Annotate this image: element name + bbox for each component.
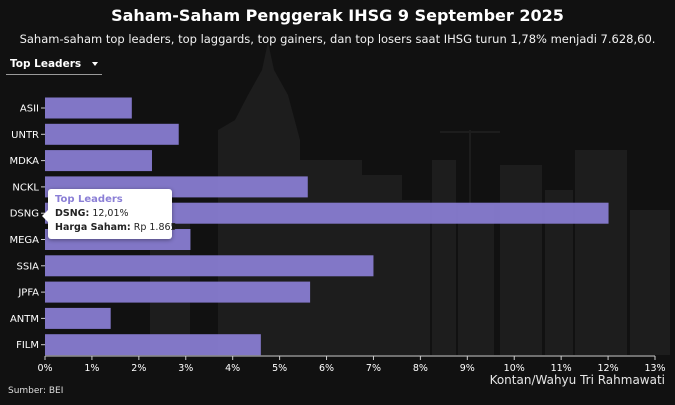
credit-line: Kontan/Wahyu Tri Rahmawati [489, 373, 665, 387]
tooltip-price-value: Rp 1.865 [133, 222, 177, 233]
x-tick-label: 11% [551, 363, 572, 374]
x-tick-label: 12% [598, 363, 619, 374]
x-tick-label: 5% [272, 363, 287, 374]
y-tick-label: MEGA [9, 235, 39, 246]
bar-film[interactable] [45, 334, 261, 356]
x-tick-label: 3% [178, 363, 193, 374]
source-note: Sumber: BEI [8, 386, 64, 396]
y-tick-label: FILM [16, 340, 39, 351]
bar-jpfa[interactable] [45, 281, 311, 303]
x-tick-label: 9% [460, 363, 475, 374]
x-tick-label: 2% [131, 363, 146, 374]
x-tick-label: 13% [644, 363, 665, 374]
tooltip-stock-row: DSNG: 12,01% [55, 208, 129, 219]
tooltip-price-row: Harga Saham: Rp 1.865 [55, 222, 177, 233]
y-tick-label: SSIA [17, 261, 40, 272]
dropdown-selected-label: Top Leaders [10, 58, 82, 70]
y-tick-label: ANTM [10, 314, 39, 325]
x-tick-label: 7% [366, 363, 381, 374]
y-tick-label: ASII [20, 104, 39, 115]
chevron-down-icon [92, 62, 98, 66]
bar-dsng[interactable] [45, 202, 609, 224]
y-tick-label: UNTR [11, 130, 39, 141]
bar-untr[interactable] [45, 123, 179, 145]
y-tick-label: MDKA [9, 156, 39, 167]
tooltip-header: Top Leaders [55, 194, 123, 205]
x-tick-label: 6% [319, 363, 334, 374]
x-tick-label: 10% [504, 363, 525, 374]
chart-subtitle: Saham-saham top leaders, top laggards, t… [19, 32, 656, 46]
tooltip-stock-key: DSNG: [55, 208, 90, 219]
category-dropdown[interactable]: Top Leaders [6, 56, 102, 75]
bar-ssia[interactable] [45, 255, 374, 277]
chart-title: Saham-Saham Penggerak IHSG 9 September 2… [111, 6, 564, 25]
tooltip-price-key: Harga Saham: [55, 222, 131, 233]
x-tick-label: 8% [413, 363, 428, 374]
tooltip-pointer [42, 210, 48, 222]
x-tick-label: 4% [225, 363, 240, 374]
bar-antm[interactable] [45, 307, 111, 329]
y-tick-label: NCKL [12, 182, 39, 193]
x-tick-label: 0% [37, 363, 52, 374]
tooltip-stock-value: 12,01% [92, 208, 129, 219]
bar-tooltip: Top Leaders DSNG: 12,01% Harga Saham: Rp… [42, 189, 177, 239]
y-tick-label: JPFA [17, 288, 39, 299]
y-tick-label: DSNG [10, 209, 39, 220]
bar-asii[interactable] [45, 97, 132, 119]
x-tick-label: 1% [84, 363, 99, 374]
bar-mdka[interactable] [45, 150, 152, 172]
